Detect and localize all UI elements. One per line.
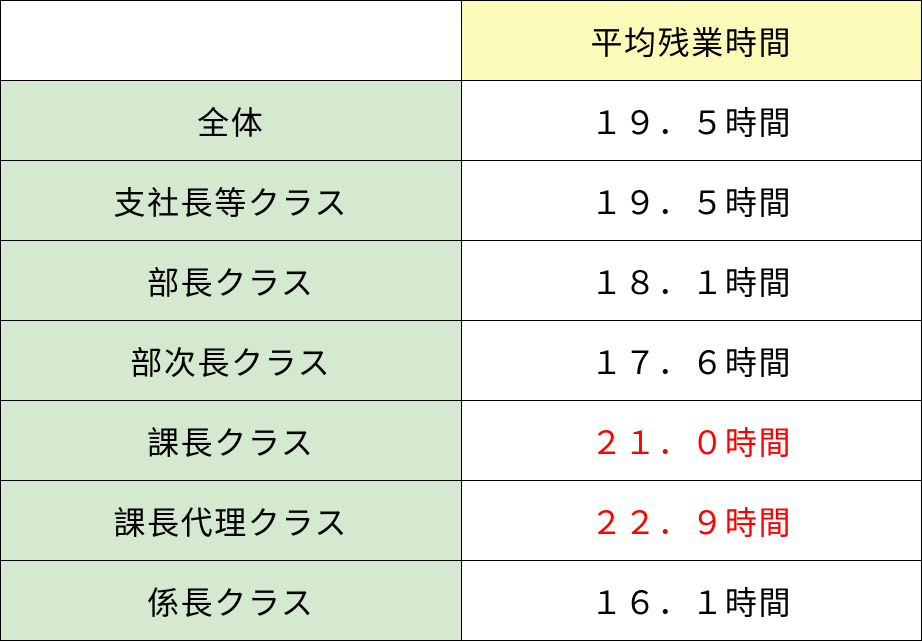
value-cell: １８．１時間 — [461, 241, 922, 321]
table-body: 全体 １９．５時間 支社長等クラス １９．５時間 部長クラス １８．１時間 部次… — [1, 81, 922, 641]
header-row: 平均残業時間 — [1, 1, 922, 81]
value-cell-highlighted: ２２．９時間 — [461, 481, 922, 561]
header-empty-cell — [1, 1, 462, 81]
header-value-cell: 平均残業時間 — [461, 1, 922, 81]
table-row: 全体 １９．５時間 — [1, 81, 922, 161]
value-cell-highlighted: ２１．０時間 — [461, 401, 922, 481]
category-cell: 課長クラス — [1, 401, 462, 481]
category-cell: 係長クラス — [1, 561, 462, 641]
value-cell: １９．５時間 — [461, 81, 922, 161]
category-cell: 課長代理クラス — [1, 481, 462, 561]
table-row: 課長代理クラス ２２．９時間 — [1, 481, 922, 561]
table-row: 支社長等クラス １９．５時間 — [1, 161, 922, 241]
value-cell: １９．５時間 — [461, 161, 922, 241]
table-row: 課長クラス ２１．０時間 — [1, 401, 922, 481]
value-cell: １６．１時間 — [461, 561, 922, 641]
category-cell: 部次長クラス — [1, 321, 462, 401]
overtime-table: 平均残業時間 全体 １９．５時間 支社長等クラス １９．５時間 部長クラス １８… — [0, 0, 922, 641]
table-row: 係長クラス １６．１時間 — [1, 561, 922, 641]
category-cell: 支社長等クラス — [1, 161, 462, 241]
category-cell: 全体 — [1, 81, 462, 161]
category-cell: 部長クラス — [1, 241, 462, 321]
table-row: 部長クラス １８．１時間 — [1, 241, 922, 321]
table-row: 部次長クラス １７．６時間 — [1, 321, 922, 401]
value-cell: １７．６時間 — [461, 321, 922, 401]
